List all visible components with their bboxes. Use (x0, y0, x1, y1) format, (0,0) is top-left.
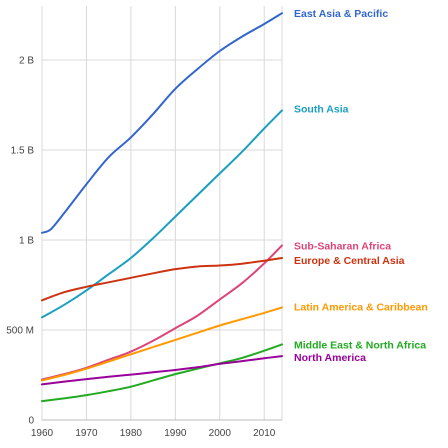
x-tick-label: 2000 (209, 428, 232, 439)
series-line-middle-east-north-africa (41, 343, 283, 403)
series-line-latin-america-caribbean (41, 306, 283, 382)
series-label-latin-america-caribbean: Latin America & Caribbean (294, 302, 428, 314)
series-line-east-asia-pacific (41, 12, 283, 234)
series-line-south-asia (41, 109, 283, 319)
axes: 1960 1970 1980 1990 2000 2010 0 500 M 1 B 1.5 B 2 … (6, 56, 282, 439)
series-label-north-america: North America (294, 352, 366, 364)
series-label-east-asia-pacific: East Asia & Pacific (294, 8, 388, 20)
y-tick-label: 2 B (19, 56, 34, 67)
series-labels: East Asia & Pacific South Asia Sub-Saharan… (294, 8, 428, 364)
y-tick-label: 1.5 B (11, 146, 35, 157)
grid-lines (41, 6, 283, 420)
series-label-sub-saharan-africa: Sub-Saharan Africa (294, 240, 391, 252)
y-tick-label: 1 B (19, 236, 34, 247)
x-tick-label: 1980 (120, 428, 143, 439)
series-line-europe-central-asia (41, 257, 283, 302)
y-tick-label: 0 (28, 416, 34, 427)
series-line-sub-saharan-africa (41, 244, 283, 381)
series-label-south-asia: South Asia (294, 103, 349, 115)
series-label-europe-central-asia: Europe & Central Asia (294, 255, 405, 267)
x-tick-label: 1960 (31, 428, 54, 439)
series-line-north-america (41, 355, 283, 386)
series-lines (41, 12, 283, 403)
series-label-middle-east-north-africa: Middle East & North Africa (294, 339, 426, 351)
y-tick-label: 500 M (6, 326, 34, 337)
x-tick-label: 1970 (75, 428, 98, 439)
x-tick-label: 2010 (253, 428, 276, 439)
x-tick-label: 1990 (164, 428, 187, 439)
